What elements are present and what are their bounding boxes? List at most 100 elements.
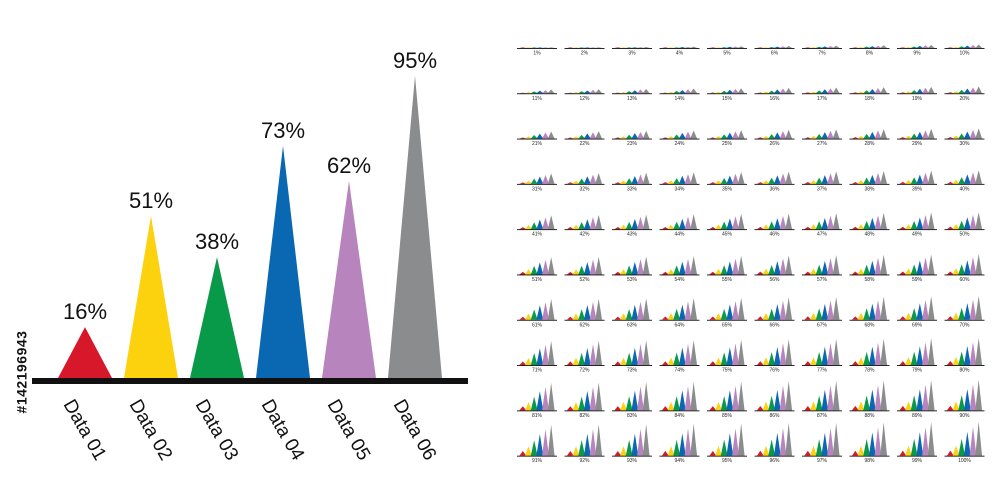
mini-baseline (659, 319, 700, 321)
mini-chart-27pct: 27% (802, 129, 842, 147)
mini-triangle-2 (525, 92, 532, 94)
mini-triangle-1 (946, 47, 954, 48)
mini-triangle-1 (661, 450, 669, 456)
mini-baseline (612, 229, 652, 231)
mini-triangle-1 (804, 361, 812, 366)
mini-triangle-1 (519, 451, 527, 456)
mini-triangle-2 (525, 357, 532, 366)
mini-triangle-4 (773, 132, 781, 139)
mini-chart-43pct: 43% (612, 214, 652, 238)
mini-chart-48pct: 48% (849, 212, 890, 238)
mini-chart-73pct: 73% (612, 340, 652, 374)
mini-triangle-3 (720, 177, 728, 184)
mini-triangle-3 (768, 308, 776, 320)
mini-triangle-4 (773, 46, 781, 48)
mini-chart-13pct: 13% (612, 88, 652, 102)
mini-triangle-6 (690, 130, 698, 139)
mini-triangle-2 (667, 91, 675, 94)
mini-chart-100pct: 100% (944, 421, 985, 464)
mini-chart-9pct: 9% (897, 44, 937, 57)
mini-triangle-2 (620, 401, 627, 411)
mini-triangle-1 (851, 92, 859, 94)
mini-triangle-3 (530, 440, 538, 456)
mini-triangle-3 (720, 221, 728, 230)
mini-chart-label: 88% (864, 413, 875, 419)
mini-triangle-1 (899, 450, 907, 456)
mini-baseline (517, 229, 557, 231)
mini-triangle-6 (880, 129, 888, 139)
mini-triangle-4 (583, 262, 591, 275)
category-label-1: Data 01 (59, 396, 110, 464)
mini-triangle-4 (916, 131, 924, 139)
mini-triangle-4 (726, 175, 734, 184)
value-label-6: 95% (393, 48, 437, 73)
mini-triangle-2 (715, 180, 722, 184)
mini-triangle-5 (827, 130, 834, 139)
mini-triangle-1 (946, 450, 954, 456)
mini-chart-label: 97% (817, 458, 828, 464)
mini-triangle-4 (631, 347, 639, 366)
mini-triangle-5 (684, 258, 692, 275)
mini-triangle-3 (530, 353, 538, 366)
mini-chart-label: 41% (532, 232, 543, 238)
mini-triangle-6 (737, 297, 745, 320)
mini-triangle-1 (946, 405, 954, 411)
mini-triangle-6 (690, 46, 698, 48)
mini-triangle-5 (684, 174, 692, 184)
mini-triangle-2 (525, 402, 532, 411)
mini-triangle-1 (519, 182, 527, 184)
mini-baseline (517, 455, 557, 457)
mini-triangle-2 (620, 136, 627, 139)
mini-triangle-3 (768, 395, 776, 411)
mini-triangle-6 (642, 88, 650, 94)
mini-triangle-3 (625, 134, 633, 139)
mini-baseline (754, 48, 795, 49)
mini-chart-label: 79% (912, 368, 923, 374)
mini-triangle-1 (946, 316, 954, 320)
mini-chart-label: 100% (958, 458, 971, 464)
mini-triangle-2 (572, 224, 580, 230)
mini-triangle-2 (525, 180, 532, 184)
mini-triangle-5 (732, 258, 739, 275)
mini-chart-75pct: 75% (707, 339, 747, 374)
mini-chart-25pct: 25% (707, 130, 747, 147)
mini-triangle-2 (857, 401, 865, 411)
mini-triangle-3 (530, 178, 538, 184)
mini-triangle-2 (667, 136, 675, 139)
mini-baseline (897, 365, 937, 366)
mini-baseline (564, 319, 605, 321)
mini-triangle-3 (863, 177, 871, 184)
mini-triangle-1 (614, 182, 622, 184)
mini-triangle-1 (709, 361, 717, 366)
mini-triangle-1 (899, 361, 907, 366)
mini-triangle-4 (678, 218, 686, 230)
mini-baseline (849, 138, 890, 140)
mini-triangle-5 (779, 300, 787, 320)
mini-triangle-2 (715, 268, 722, 275)
mini-chart-20pct: 20% (944, 86, 985, 102)
value-label-1: 16% (63, 299, 107, 324)
mini-chart-54pct: 54% (659, 256, 700, 283)
mini-triangle-5 (922, 384, 929, 411)
mini-triangle-6 (880, 254, 888, 275)
mini-triangle-2 (857, 180, 865, 184)
mini-triangle-5 (874, 130, 882, 139)
mini-triangle-1 (756, 137, 764, 139)
mini-triangle-5 (969, 172, 977, 184)
mini-triangle-6 (975, 128, 983, 139)
mini-triangle-5 (969, 129, 977, 139)
mini-triangle-1 (899, 137, 907, 139)
mini-triangle-6 (785, 339, 793, 366)
mini-chart-89pct: 89% (897, 380, 937, 419)
mini-baseline (849, 319, 890, 321)
mini-triangle-6 (832, 171, 840, 184)
mini-baseline (944, 229, 985, 231)
mini-baseline (517, 274, 557, 276)
mini-triangle-4 (536, 348, 544, 366)
mini-chart-label: 52% (579, 277, 590, 283)
percentage-grid-chart: 1% 2% 3% 4% 5% 6% 7% 8% 9% 10% 11% 12% 13% 14% 15% 16% 1… (517, 44, 985, 464)
mini-chart-85pct: 85% (707, 381, 747, 419)
mini-chart-99pct: 99% (897, 422, 937, 464)
mini-chart-69pct: 69% (897, 296, 937, 328)
mini-triangle-5 (922, 299, 929, 320)
